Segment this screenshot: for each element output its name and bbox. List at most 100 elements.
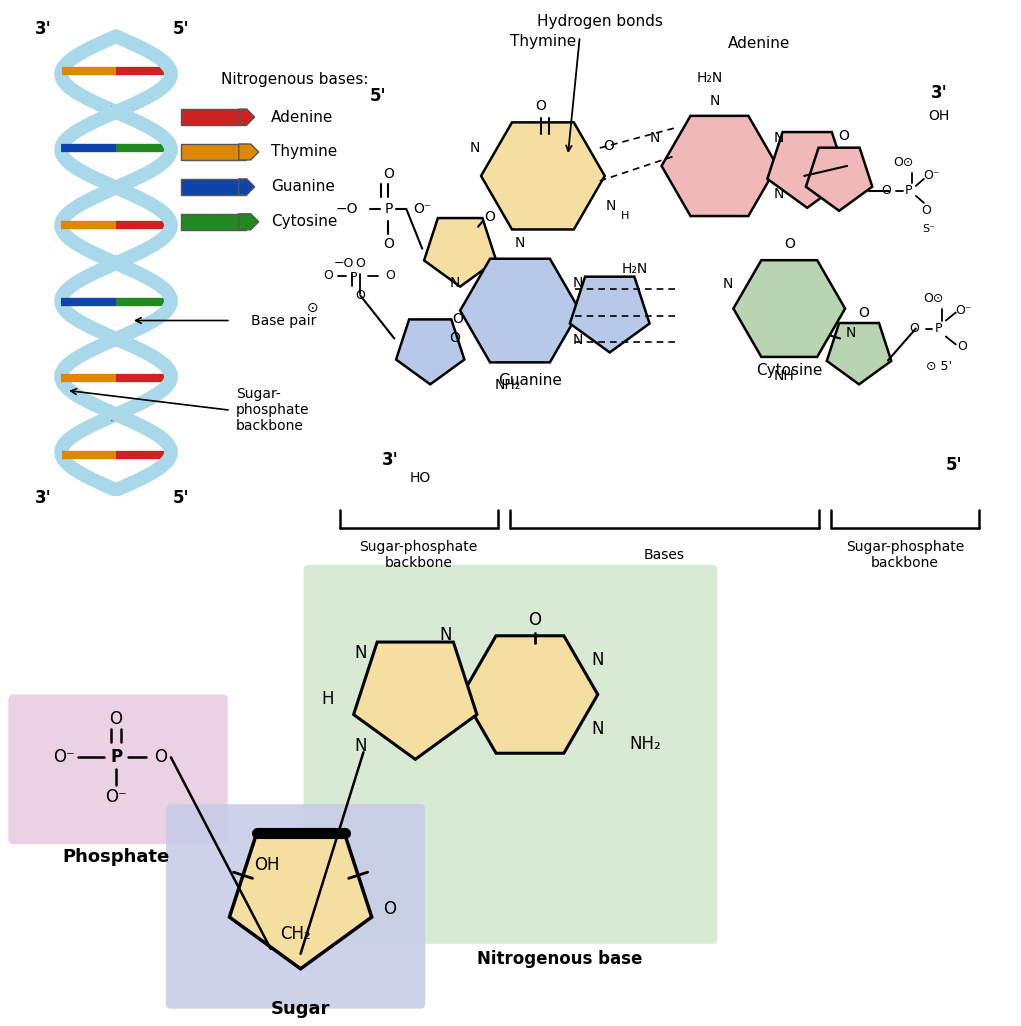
Text: N: N <box>605 199 616 212</box>
Text: O: O <box>859 306 870 319</box>
Text: N: N <box>722 277 733 290</box>
Text: O⊙: O⊙ <box>924 292 944 305</box>
Polygon shape <box>424 219 496 286</box>
Text: N: N <box>774 187 784 201</box>
Text: NH₂: NH₂ <box>630 736 662 753</box>
Text: O: O <box>154 748 167 766</box>
Text: Sugar-
phosphate
backbone: Sugar- phosphate backbone <box>236 387 309 433</box>
Polygon shape <box>463 636 597 753</box>
Text: H: H <box>621 210 629 221</box>
Polygon shape <box>662 116 777 216</box>
Text: O: O <box>383 237 394 250</box>
Text: N: N <box>774 131 784 145</box>
Text: −O: −O <box>336 202 358 215</box>
Text: O⁻: O⁻ <box>924 169 940 183</box>
Polygon shape <box>353 642 477 759</box>
Text: H₂N: H₂N <box>696 71 723 85</box>
Text: O⁻: O⁻ <box>53 748 76 766</box>
Polygon shape <box>733 261 845 357</box>
FancyArrow shape <box>181 213 246 230</box>
FancyArrow shape <box>181 109 246 125</box>
Text: O: O <box>909 322 919 336</box>
Polygon shape <box>460 259 580 362</box>
Text: 5': 5' <box>173 489 189 507</box>
Text: O⁻: O⁻ <box>105 788 127 806</box>
Text: S⁻: S⁻ <box>922 224 935 234</box>
Text: O: O <box>921 204 931 218</box>
Text: P: P <box>935 322 942 336</box>
Text: Thymine: Thymine <box>509 34 576 49</box>
Text: 3': 3' <box>35 489 52 507</box>
Text: N: N <box>450 276 460 289</box>
Text: ⊙ 5': ⊙ 5' <box>926 360 952 372</box>
Text: P: P <box>384 202 392 215</box>
Text: OH: OH <box>254 857 280 874</box>
Text: O: O <box>603 139 615 153</box>
FancyBboxPatch shape <box>303 565 718 944</box>
Text: N: N <box>573 333 583 348</box>
Text: O: O <box>957 340 967 353</box>
FancyBboxPatch shape <box>166 804 425 1009</box>
FancyArrow shape <box>181 179 246 195</box>
Text: O: O <box>109 710 123 728</box>
Text: O⁻: O⁻ <box>956 304 972 317</box>
Text: O: O <box>383 167 394 181</box>
Text: N: N <box>470 141 480 155</box>
Polygon shape <box>396 319 465 385</box>
Text: P: P <box>906 185 913 197</box>
Text: Sugar-phosphate
backbone: Sugar-phosphate backbone <box>359 540 478 570</box>
Text: Base pair: Base pair <box>251 314 317 327</box>
Polygon shape <box>827 323 891 385</box>
Text: Adenine: Adenine <box>271 110 333 124</box>
Text: O: O <box>838 129 849 143</box>
Text: Sugar-phosphate
backbone: Sugar-phosphate backbone <box>845 540 964 570</box>
Text: O⁻: O⁻ <box>414 202 432 215</box>
Text: N: N <box>354 738 367 755</box>
Text: Hydrogen bonds: Hydrogen bonds <box>537 13 663 29</box>
Text: P: P <box>110 748 123 766</box>
Text: Adenine: Adenine <box>728 36 790 50</box>
Text: Guanine: Guanine <box>271 180 335 194</box>
Text: O: O <box>784 237 794 250</box>
Text: P: P <box>349 271 357 284</box>
Text: N: N <box>573 276 583 289</box>
Polygon shape <box>481 122 604 230</box>
Polygon shape <box>768 132 847 208</box>
Polygon shape <box>806 148 872 210</box>
Text: Cytosine: Cytosine <box>271 214 337 229</box>
Text: H: H <box>322 690 334 709</box>
Text: O: O <box>385 269 395 282</box>
Text: ⊙: ⊙ <box>306 301 319 315</box>
Text: N: N <box>710 94 720 108</box>
Text: 5': 5' <box>370 87 387 105</box>
Text: N: N <box>354 643 367 662</box>
Text: O⊙: O⊙ <box>893 156 914 169</box>
Text: HO: HO <box>409 471 431 485</box>
Text: O: O <box>485 209 495 224</box>
Text: Phosphate: Phosphate <box>62 849 169 866</box>
FancyArrow shape <box>239 213 258 230</box>
FancyArrow shape <box>181 144 246 160</box>
Text: Nitrogenous base: Nitrogenous base <box>477 950 642 968</box>
Text: Bases: Bases <box>644 548 685 562</box>
Text: 5': 5' <box>173 21 189 38</box>
Text: NH₂: NH₂ <box>495 379 521 392</box>
Text: 3': 3' <box>35 21 52 38</box>
Text: H₂N: H₂N <box>622 262 647 276</box>
Text: O: O <box>881 185 891 197</box>
Text: N: N <box>515 236 525 249</box>
Text: Sugar: Sugar <box>271 999 330 1018</box>
Text: N: N <box>591 650 604 669</box>
Text: O: O <box>535 100 546 113</box>
Text: O: O <box>355 258 366 270</box>
FancyArrow shape <box>239 179 254 195</box>
Text: O: O <box>383 900 396 918</box>
Polygon shape <box>570 277 649 353</box>
FancyArrow shape <box>239 109 254 125</box>
Text: Guanine: Guanine <box>498 372 562 388</box>
Text: O: O <box>452 312 464 325</box>
FancyBboxPatch shape <box>8 695 228 844</box>
Text: NH: NH <box>774 369 794 384</box>
Text: O: O <box>355 289 366 302</box>
Text: 5': 5' <box>945 457 962 474</box>
